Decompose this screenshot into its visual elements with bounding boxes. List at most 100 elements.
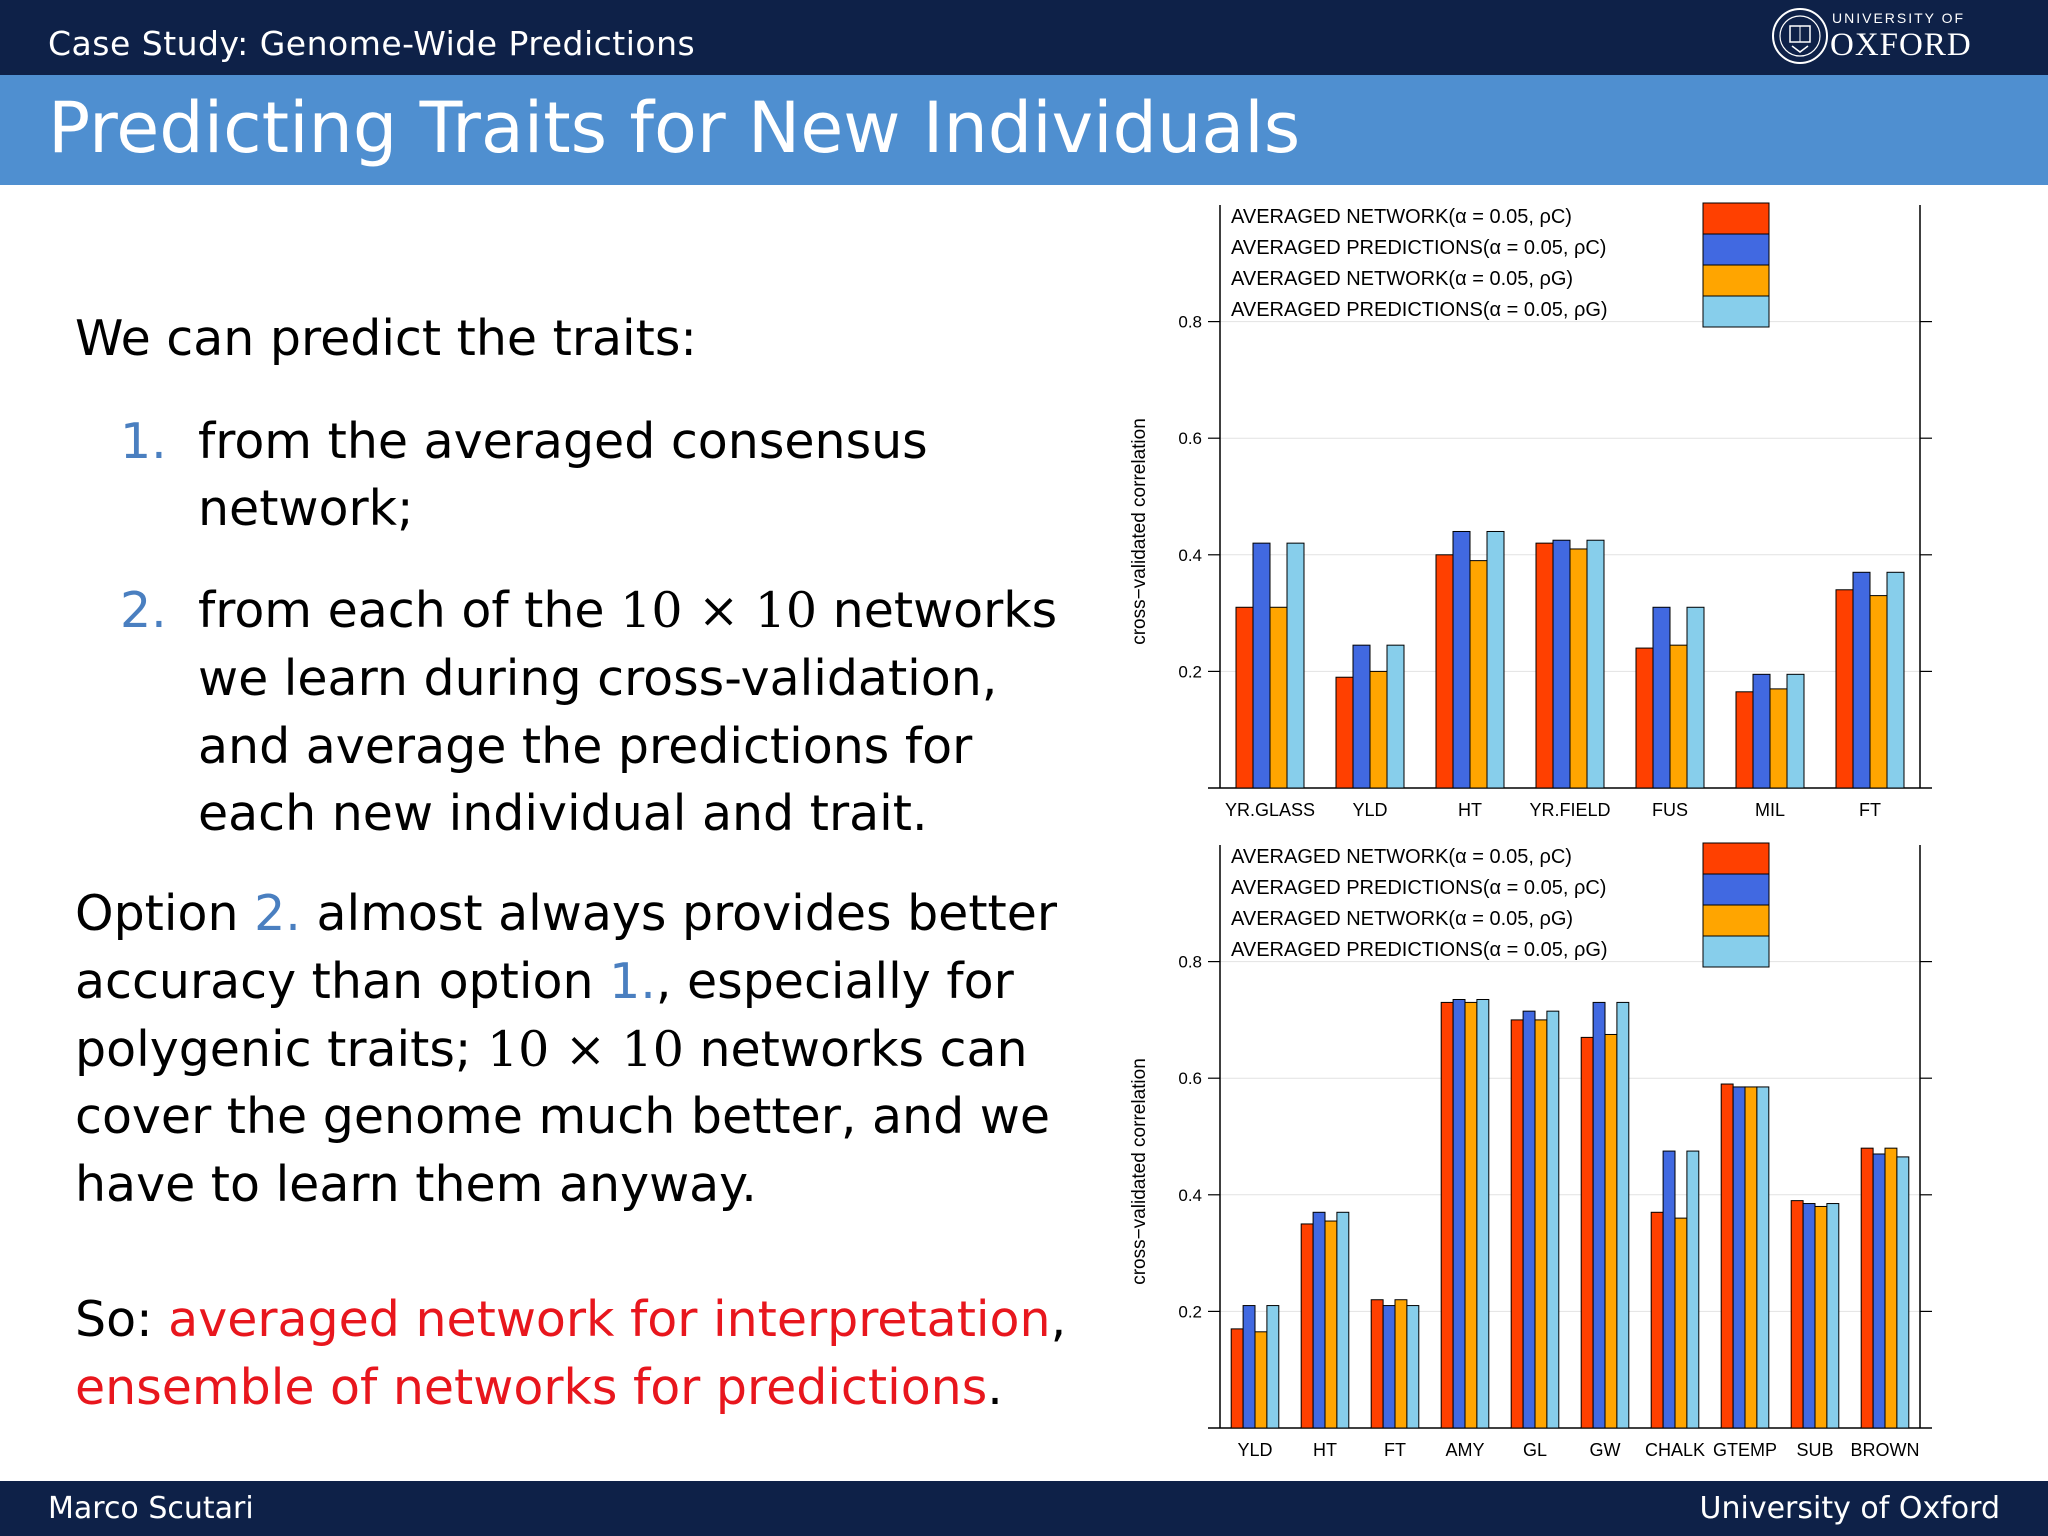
bar — [1869, 595, 1888, 789]
bar — [1534, 1019, 1548, 1429]
list-text: we learn during cross-validation, — [198, 650, 998, 707]
legend-swatch — [1702, 295, 1770, 328]
y-tick-label: 0.6 — [1178, 429, 1202, 448]
list-item-2-cont: we learn during cross-validation, — [120, 645, 997, 713]
bar-chart-top: 0.2 0.4 0.6 0.8 cross−validated correlation Y… — [1129, 202, 1932, 820]
bar — [1235, 606, 1254, 789]
list-number: 1. — [120, 413, 167, 470]
paragraph-line: cover the genome much better, and we — [75, 1088, 1050, 1145]
logo-small-text: UNIVERSITY OF — [1832, 10, 1966, 26]
legend-swatch — [1702, 873, 1770, 906]
legend-label: AVERAGED PREDICTIONS(α = 0.05, ρG) — [1231, 299, 1608, 321]
bar — [1896, 1156, 1910, 1429]
title-bar: Predicting Traits for New Individuals — [0, 75, 2048, 185]
y-tick-label: 0.8 — [1178, 953, 1202, 972]
bar — [1835, 589, 1854, 789]
bar — [1242, 1305, 1256, 1429]
bar — [1252, 542, 1271, 789]
x-tick-label: SUB — [1796, 1440, 1833, 1460]
highlight-text: ensemble of networks for predictions — [75, 1359, 988, 1416]
section-title: Case Study: Genome-Wide Predictions — [48, 24, 696, 63]
legend-swatch — [1702, 935, 1770, 968]
footer-author: Marco Scutari — [48, 1491, 254, 1526]
bar — [1230, 1328, 1244, 1429]
bar — [1744, 1086, 1758, 1429]
paragraph-line: have to learn them anyway. — [75, 1156, 757, 1213]
bar — [1686, 606, 1705, 789]
math-expression: 10 × 10 — [486, 1021, 684, 1078]
bar — [1386, 644, 1405, 789]
bar — [1674, 1217, 1688, 1429]
bar — [1752, 673, 1771, 789]
y-tick-label: 0.4 — [1178, 546, 1202, 565]
chart-top: 0.2 0.4 0.6 0.8 cross−validated correlation Y… — [1100, 195, 2040, 830]
highlight-text: averaged network for interpretation — [168, 1291, 1051, 1348]
bar — [1335, 676, 1354, 789]
bar — [1266, 1305, 1280, 1429]
logo-big-text: OXFORD — [1830, 27, 1972, 63]
intro-text: We can predict the traits: — [75, 310, 697, 367]
x-tick-label: GTEMP — [1713, 1440, 1777, 1460]
bar — [1635, 647, 1654, 789]
footer-bar: Marco Scutari University of Oxford — [0, 1481, 2048, 1536]
paragraph-line: accuracy than option 1., especially for — [75, 948, 1014, 1016]
y-tick-label: 0.2 — [1178, 662, 1202, 681]
bar — [1860, 1147, 1874, 1429]
x-tick-label: YR.GLASS — [1225, 800, 1315, 820]
bar — [1872, 1153, 1886, 1429]
bar — [1324, 1220, 1338, 1429]
bar — [1406, 1305, 1420, 1429]
legend-swatch — [1702, 233, 1770, 266]
list-number: 2. — [120, 582, 167, 639]
bar — [1735, 691, 1754, 789]
bar — [1300, 1223, 1314, 1429]
chart-bottom: 0.2 0.4 0.6 0.8 cross−validated correlation Y… — [1100, 835, 2040, 1470]
bar — [1552, 539, 1571, 789]
list-item-2-cont: each new individual and trait. — [120, 780, 928, 848]
paragraph-line: polygenic traits; 10 × 10 networks can — [75, 1016, 1028, 1084]
bar — [1440, 1001, 1454, 1429]
bar-chart-bottom: 0.2 0.4 0.6 0.8 cross−validated correlation Y… — [1129, 842, 1932, 1460]
legend-label: AVERAGED NETWORK(α = 0.05, ρC) — [1231, 846, 1572, 868]
list-item-2: 2. from each of the 10 × 10 networks — [120, 577, 1057, 645]
bar — [1522, 1010, 1536, 1429]
bar — [1886, 571, 1905, 789]
x-tick-label: YLD — [1237, 1440, 1272, 1460]
bar — [1382, 1305, 1396, 1429]
bar — [1720, 1083, 1734, 1429]
bar — [1826, 1203, 1840, 1429]
bar — [1669, 644, 1688, 789]
bar — [1616, 1001, 1630, 1429]
list-item-1: 1. from the averaged consensus — [120, 408, 928, 476]
bar — [1884, 1147, 1898, 1429]
list-text: and average the predictions for — [198, 718, 973, 775]
legend-label: AVERAGED PREDICTIONS(α = 0.05, ρC) — [1231, 877, 1606, 899]
university-logo: UNIVERSITY OF OXFORD — [1762, 0, 2002, 75]
oxford-seal-icon — [1772, 8, 1828, 64]
text: networks can — [683, 1021, 1028, 1078]
bar — [1469, 560, 1488, 789]
x-tick-label: GL — [1523, 1440, 1547, 1460]
bar — [1814, 1205, 1828, 1429]
bar — [1476, 998, 1490, 1429]
bar — [1452, 998, 1466, 1429]
bar — [1580, 1036, 1594, 1429]
bar — [1336, 1211, 1350, 1429]
x-tick-label: BROWN — [1851, 1440, 1920, 1460]
legend-label: AVERAGED NETWORK(α = 0.05, ρG) — [1231, 268, 1573, 290]
y-tick-label: 0.4 — [1178, 1186, 1202, 1205]
bar — [1650, 1211, 1664, 1429]
bar — [1852, 571, 1871, 789]
list-text: from each of the — [198, 582, 621, 639]
paragraph-line: Option 2. almost always provides better — [75, 880, 1057, 948]
bar — [1286, 542, 1305, 789]
bar — [1786, 673, 1805, 789]
list-text: from the averaged consensus — [198, 413, 928, 470]
bar — [1732, 1086, 1746, 1429]
y-axis-label: cross−validated correlation — [1129, 418, 1150, 645]
legend-swatch — [1702, 202, 1770, 235]
bar — [1464, 1001, 1478, 1429]
text: Option — [75, 885, 255, 942]
x-tick-label: CHALK — [1645, 1440, 1705, 1460]
bar — [1592, 1001, 1606, 1429]
